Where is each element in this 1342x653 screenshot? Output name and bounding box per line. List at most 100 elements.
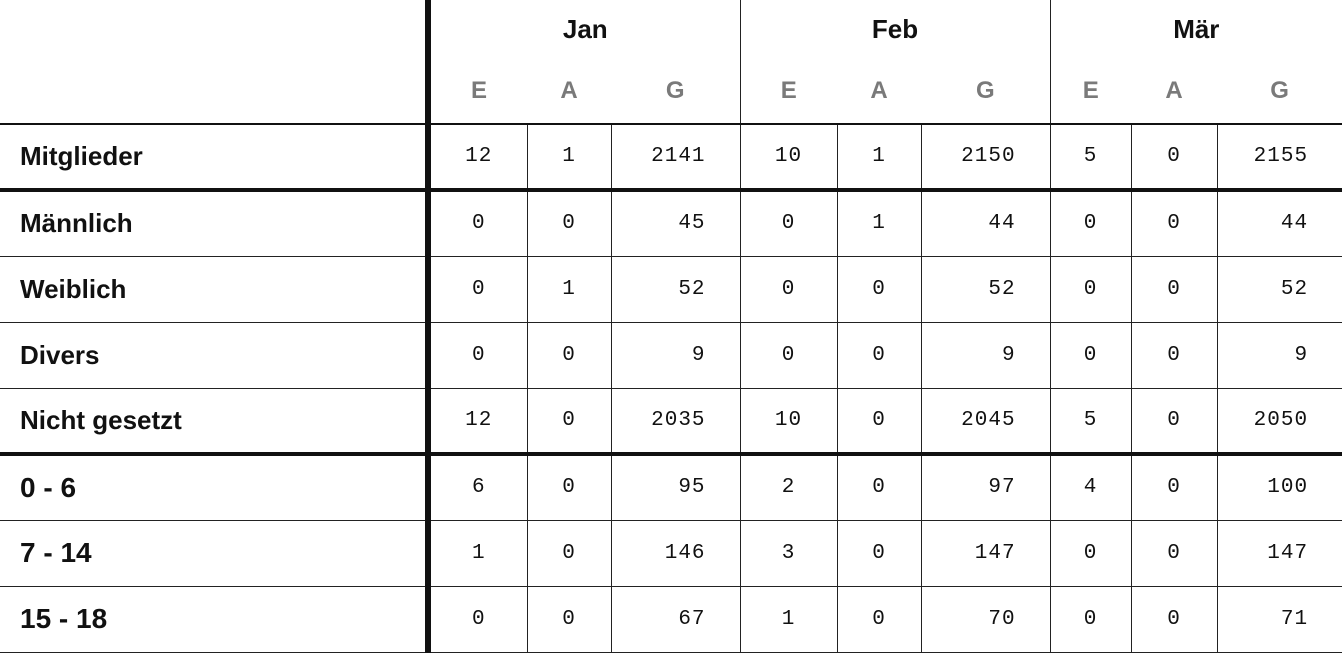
cell-a: 0 xyxy=(1130,520,1218,587)
table-row: Nicht gesetzt 12 0 2035 10 0 2045 5 0 2050 xyxy=(0,388,1342,456)
sub-header-g: G xyxy=(1217,58,1342,125)
sub-header-g: G xyxy=(921,58,1051,125)
cell-g: 2035 xyxy=(610,388,741,456)
table-row: Männlich 0 0 45 0 1 44 0 0 44 xyxy=(0,190,1342,257)
cell-e: 4 xyxy=(1049,454,1132,521)
cell-a: 0 xyxy=(836,322,922,389)
cell-g: 100 xyxy=(1216,454,1342,521)
month-header-jan: Jan xyxy=(428,0,741,58)
cell-g: 9 xyxy=(920,322,1051,389)
sub-header-e: E xyxy=(428,58,527,125)
corner-cell xyxy=(0,0,431,58)
corner-cell xyxy=(0,58,431,125)
cell-g: 147 xyxy=(920,520,1051,587)
cell-g: 52 xyxy=(1216,256,1342,323)
cell-a: 0 xyxy=(836,256,922,323)
cell-g: 2150 xyxy=(920,124,1051,192)
cell-e: 0 xyxy=(739,190,838,257)
month-header-row: Jan Feb Mär xyxy=(0,0,1342,58)
cell-e: 1 xyxy=(739,586,838,653)
cell-a: 0 xyxy=(1130,322,1218,389)
cell-a: 0 xyxy=(526,454,611,521)
sub-header-a: A xyxy=(837,58,922,125)
cell-e: 10 xyxy=(739,388,838,456)
sub-header-e: E xyxy=(740,58,838,125)
cell-g: 2141 xyxy=(610,124,741,192)
row-label: Divers xyxy=(0,322,431,389)
row-label: 7 - 14 xyxy=(0,520,431,587)
cell-a: 0 xyxy=(836,388,922,456)
cell-e: 0 xyxy=(427,190,527,257)
cell-g: 2155 xyxy=(1216,124,1342,192)
cell-a: 0 xyxy=(526,190,611,257)
cell-e: 12 xyxy=(427,124,527,192)
cell-e: 12 xyxy=(427,388,527,456)
sub-header-a: A xyxy=(1131,58,1218,125)
cell-g: 2045 xyxy=(920,388,1051,456)
cell-e: 0 xyxy=(427,586,527,653)
cell-a: 1 xyxy=(836,124,922,192)
sub-header-g: G xyxy=(611,58,741,125)
cell-g: 95 xyxy=(610,454,741,521)
row-label: 15 - 18 xyxy=(0,586,431,653)
row-label: Weiblich xyxy=(0,256,431,323)
sub-header-row: E A G E A G E A G xyxy=(0,58,1342,125)
cell-g: 9 xyxy=(1216,322,1342,389)
cell-e: 0 xyxy=(1049,190,1132,257)
cell-e: 0 xyxy=(739,256,838,323)
cell-g: 52 xyxy=(920,256,1051,323)
month-header-feb: Feb xyxy=(740,0,1051,58)
cell-e: 5 xyxy=(1049,124,1132,192)
cell-a: 0 xyxy=(1130,586,1218,653)
cell-a: 0 xyxy=(836,454,922,521)
cell-a: 1 xyxy=(526,124,611,192)
row-label: Nicht gesetzt xyxy=(0,388,431,456)
cell-g: 70 xyxy=(920,586,1051,653)
table-row: 0 - 6 6 0 95 2 0 97 4 0 100 xyxy=(0,454,1342,521)
cell-a: 0 xyxy=(1130,454,1218,521)
cell-e: 5 xyxy=(1049,388,1132,456)
cell-e: 0 xyxy=(427,256,527,323)
table-row: 15 - 18 0 0 67 1 0 70 0 0 71 xyxy=(0,586,1342,653)
cell-g: 9 xyxy=(610,322,741,389)
cell-a: 0 xyxy=(1130,256,1218,323)
cell-e: 2 xyxy=(739,454,838,521)
month-header-mar: Mär xyxy=(1173,13,1220,44)
cell-g: 44 xyxy=(920,190,1051,257)
table-body: Mitglieder 12 1 2141 10 1 2150 5 0 2155 Männlich 0 0… xyxy=(0,124,1342,653)
row-label: Männlich xyxy=(0,190,431,257)
table-row: Mitglieder 12 1 2141 10 1 2150 5 0 2155 xyxy=(0,124,1342,192)
cell-a: 1 xyxy=(836,190,922,257)
cell-g: 97 xyxy=(920,454,1051,521)
table-row: 7 - 14 1 0 146 3 0 147 0 0 147 xyxy=(0,520,1342,587)
cell-g: 67 xyxy=(610,586,741,653)
cell-a: 0 xyxy=(836,586,922,653)
cell-a: 1 xyxy=(526,256,611,323)
row-label: Mitglieder xyxy=(0,124,431,192)
cell-a: 0 xyxy=(836,520,922,587)
cell-g: 45 xyxy=(610,190,741,257)
cell-a: 0 xyxy=(526,388,611,456)
cell-e: 0 xyxy=(1049,586,1132,653)
cell-a: 0 xyxy=(1130,190,1218,257)
sub-header-a: A xyxy=(527,58,611,125)
cell-g: 2050 xyxy=(1216,388,1342,456)
cell-g: 146 xyxy=(610,520,741,587)
cell-e: 6 xyxy=(427,454,527,521)
cell-g: 71 xyxy=(1216,586,1342,653)
cell-g: 52 xyxy=(610,256,741,323)
cell-a: 0 xyxy=(1130,388,1218,456)
cell-a: 0 xyxy=(526,520,611,587)
cell-a: 0 xyxy=(1130,124,1218,192)
cell-g: 147 xyxy=(1216,520,1342,587)
cell-a: 0 xyxy=(526,322,611,389)
cell-e: 0 xyxy=(1049,520,1132,587)
table-row: Divers 0 0 9 0 0 9 0 0 9 xyxy=(0,322,1342,389)
table-row: Weiblich 0 1 52 0 0 52 0 0 52 xyxy=(0,256,1342,323)
cell-a: 0 xyxy=(526,586,611,653)
sub-header-e: E xyxy=(1050,58,1132,125)
cell-g: 44 xyxy=(1216,190,1342,257)
cell-e: 0 xyxy=(427,322,527,389)
cell-e: 0 xyxy=(1049,256,1132,323)
cell-e: 0 xyxy=(1049,322,1132,389)
